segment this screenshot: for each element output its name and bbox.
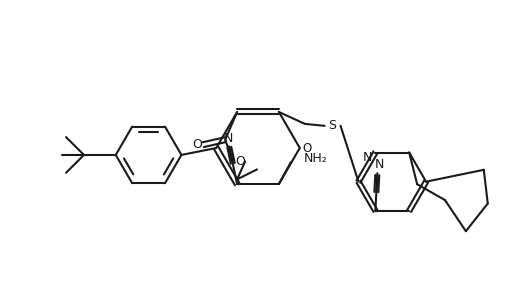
Text: N: N: [223, 132, 233, 145]
Text: S: S: [329, 119, 337, 132]
Text: O: O: [192, 138, 202, 151]
Text: N: N: [375, 158, 384, 171]
Text: O: O: [302, 141, 311, 155]
Text: O: O: [235, 155, 245, 168]
Text: N: N: [363, 151, 372, 164]
Text: NH₂: NH₂: [304, 152, 327, 165]
